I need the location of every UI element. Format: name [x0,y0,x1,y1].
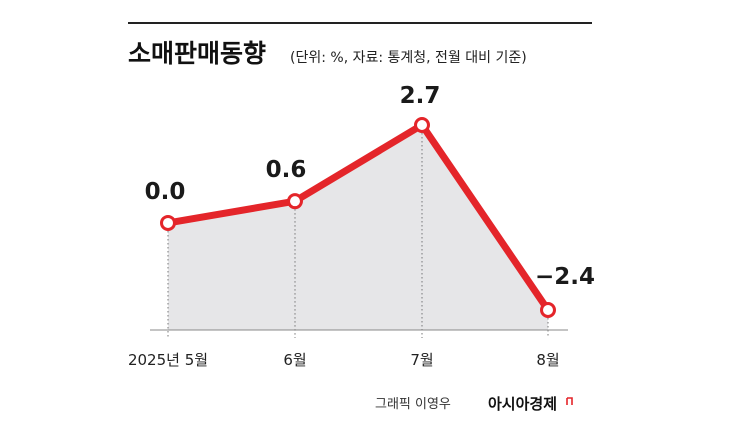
x-tick-label-1: 2025년 5월 [128,351,208,369]
brand-name: 아시아경제 [488,395,557,413]
graphic-credit: 그래픽 이영우 [375,397,451,412]
data-point-4 [540,302,556,318]
brand-mark-icon [566,397,573,405]
value-label-1: 0.0 [145,179,186,205]
x-tick-label-3: 7월 [410,351,433,369]
plot-area: 0.0 0.6 2.7 −2.4 2025년 5월 6월 7월 8월 [128,83,595,369]
value-label-4: −2.4 [535,264,595,290]
value-label-3: 2.7 [400,83,441,109]
chart-title: 소매판매동향 [128,39,266,68]
chart-subtitle: (단위: %, 자료: 통계청, 전월 대비 기준) [290,50,527,66]
x-tick-label-2: 6월 [283,351,306,369]
x-tick-label-4: 8월 [536,351,559,369]
data-point-2 [287,193,303,210]
value-label-2: 0.6 [266,157,307,183]
data-point-1 [160,214,176,231]
series-line [164,121,552,314]
data-point-3 [414,117,430,133]
